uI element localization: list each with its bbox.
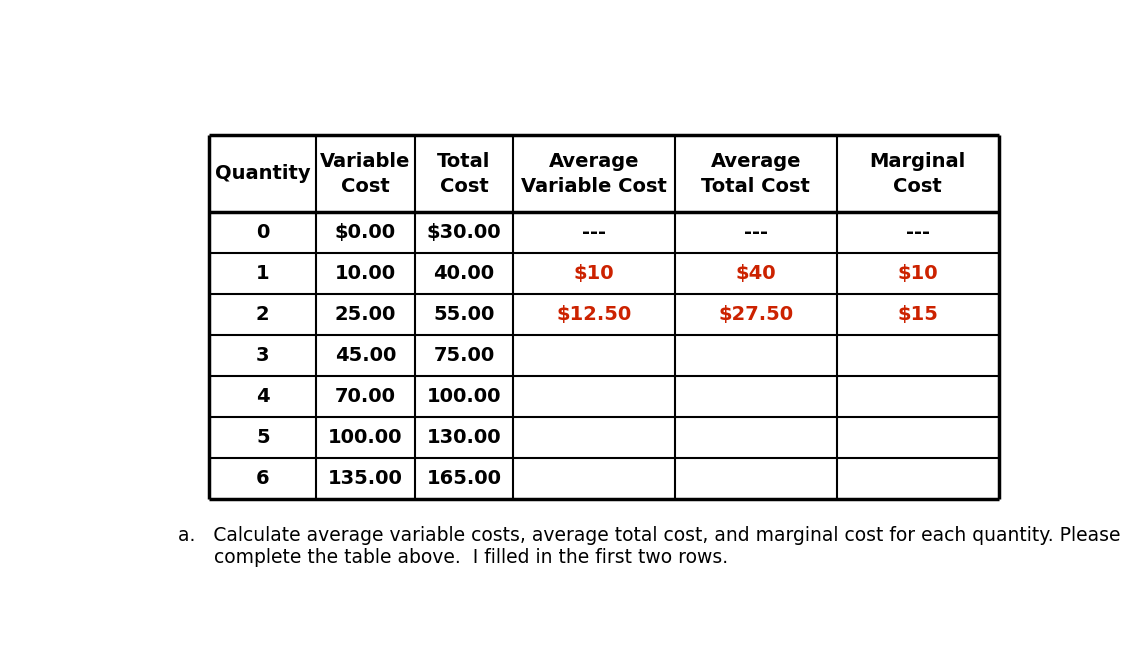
Text: 130.00: 130.00 [427,428,501,447]
Text: 45.00: 45.00 [335,346,396,365]
Text: ---: --- [582,224,606,242]
Text: 3: 3 [256,346,270,365]
Text: $10: $10 [574,264,614,283]
Text: 100.00: 100.00 [427,387,501,406]
Text: $10: $10 [897,264,938,283]
Text: 4: 4 [256,387,270,406]
Text: $0.00: $0.00 [335,224,396,242]
Text: Total
Cost: Total Cost [437,152,491,196]
Text: a.   Calculate average variable costs, average total cost, and marginal cost for: a. Calculate average variable costs, ave… [178,526,1121,568]
Text: 1: 1 [256,264,270,283]
Text: Average
Variable Cost: Average Variable Cost [522,152,667,196]
Text: 100.00: 100.00 [328,428,403,447]
Text: 70.00: 70.00 [335,387,396,406]
Text: 5: 5 [256,428,270,447]
Text: ---: --- [744,224,768,242]
Text: $15: $15 [897,305,938,324]
Text: Average
Total Cost: Average Total Cost [701,152,810,196]
Text: $12.50: $12.50 [556,305,631,324]
Text: 10.00: 10.00 [335,264,396,283]
Text: 40.00: 40.00 [434,264,494,283]
Text: 55.00: 55.00 [434,305,494,324]
Text: 75.00: 75.00 [434,346,494,365]
Text: 25.00: 25.00 [335,305,396,324]
Text: Marginal
Cost: Marginal Cost [869,152,966,196]
Text: Quantity: Quantity [215,165,310,183]
Text: $40: $40 [736,264,777,283]
Text: 0: 0 [256,224,270,242]
Text: 135.00: 135.00 [328,469,403,488]
Text: Variable
Cost: Variable Cost [320,152,411,196]
Text: $27.50: $27.50 [718,305,794,324]
Text: 165.00: 165.00 [427,469,501,488]
Text: 2: 2 [256,305,270,324]
Text: $30.00: $30.00 [427,224,501,242]
Text: ---: --- [906,224,930,242]
Text: 6: 6 [256,469,270,488]
